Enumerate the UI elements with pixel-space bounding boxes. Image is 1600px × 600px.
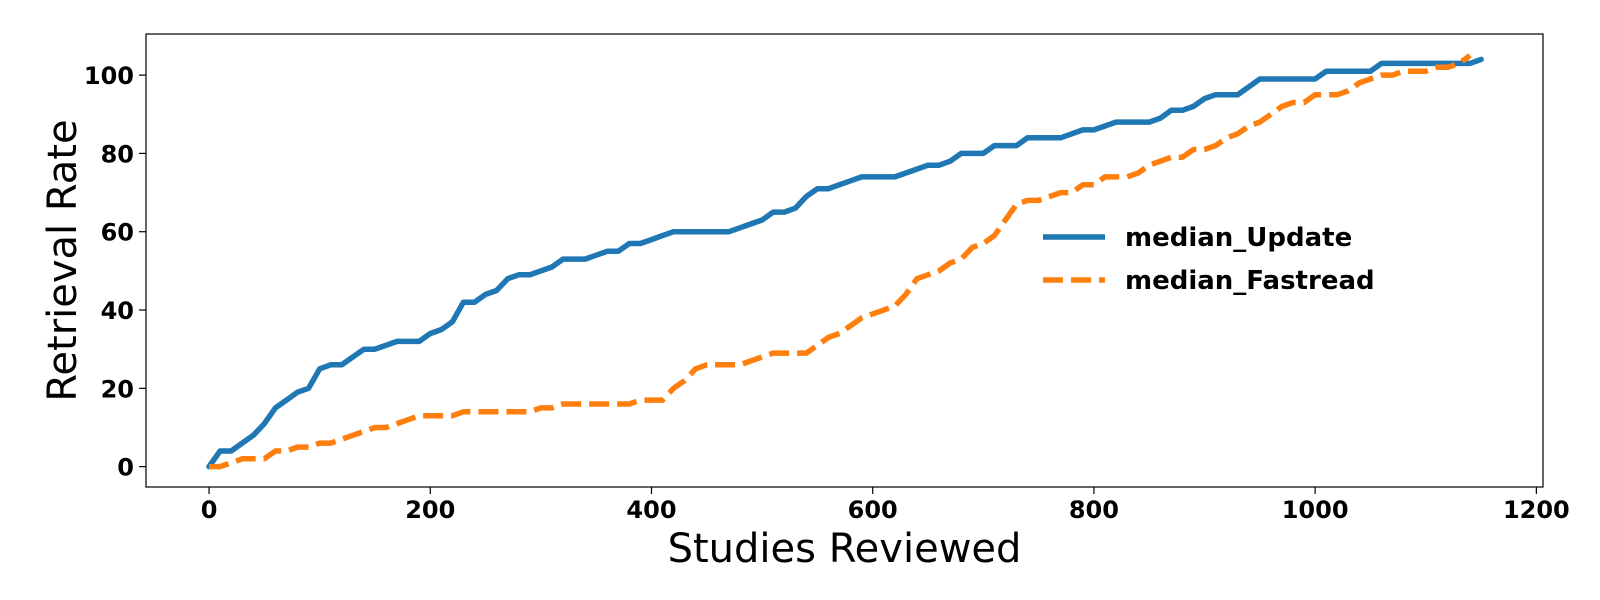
series-layer (206, 53, 1484, 470)
legend-label: median_Fastread (1125, 266, 1375, 296)
x-tick-label: 0 (201, 496, 218, 524)
x-axis-title: Studies Reviewed (668, 526, 1022, 572)
x-tick-label: 200 (405, 496, 455, 524)
x-tick-label: 1000 (1282, 496, 1349, 524)
series-line-median-fastread (209, 53, 1472, 470)
legend: median_Update median_Fastread (1043, 223, 1375, 296)
y-tick-label: 20 (101, 375, 134, 403)
x-tick-label: 400 (626, 496, 676, 524)
x-tick-label: 600 (848, 496, 898, 524)
y-tick-label: 40 (101, 297, 134, 325)
legend-label: median_Update (1125, 223, 1352, 253)
y-tick-label: 0 (117, 454, 134, 482)
y-tick-label: 100 (84, 62, 134, 90)
ticks-layer: 0 200 400 600 800 1000 1200 0 20 40 60 80 100 (84, 62, 1570, 524)
y-axis-title: Retrieval Rate (40, 119, 86, 401)
y-tick-label: 80 (101, 140, 134, 168)
plot-frame (145, 33, 1544, 488)
y-tick-label: 60 (101, 219, 134, 247)
series-line-median-update (206, 56, 1484, 470)
x-tick-label: 1200 (1503, 496, 1570, 524)
x-tick-label: 800 (1069, 496, 1119, 524)
